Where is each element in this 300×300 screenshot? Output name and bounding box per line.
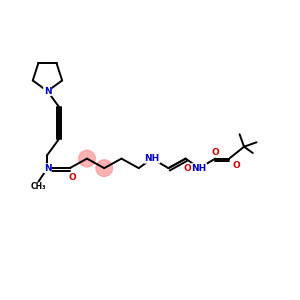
Text: NH: NH <box>191 164 207 172</box>
Text: CH₃: CH₃ <box>31 182 46 191</box>
Text: O: O <box>233 161 241 170</box>
Text: O: O <box>212 148 219 157</box>
Text: O: O <box>183 164 191 172</box>
Text: N: N <box>44 87 51 96</box>
Circle shape <box>96 160 112 176</box>
Text: N: N <box>44 164 51 172</box>
Text: NH: NH <box>145 154 160 163</box>
Text: O: O <box>69 172 76 182</box>
Circle shape <box>79 150 95 167</box>
